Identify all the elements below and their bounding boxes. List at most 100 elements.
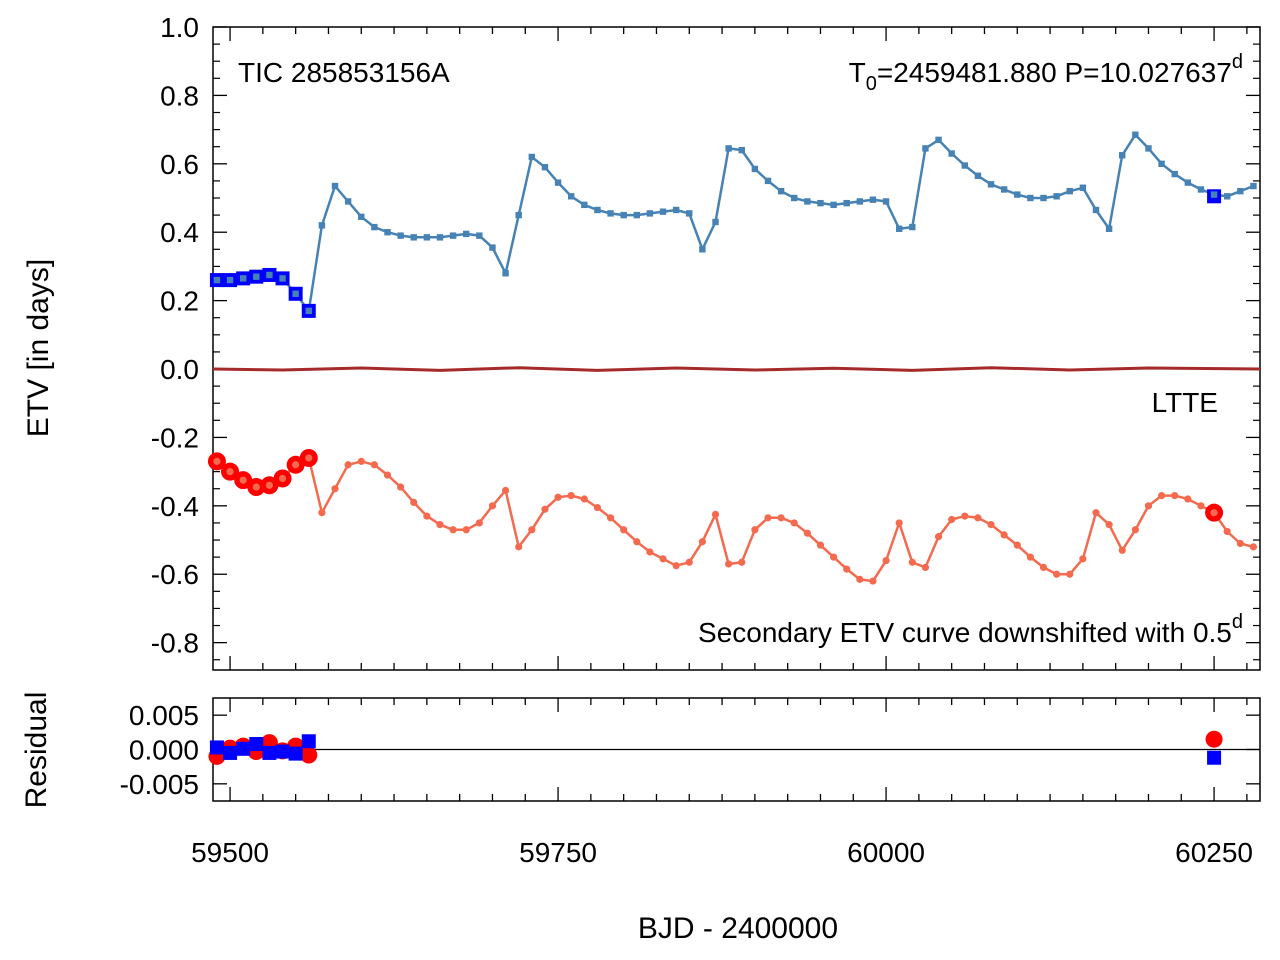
ltte-curve [212,366,1261,372]
secondary-model-point [1105,521,1113,529]
secondary-model-point [1131,526,1139,534]
secondary-model-point [685,558,693,566]
secondary-model-point [934,533,943,541]
secondary-model-point [410,498,418,507]
primary-model-point [1184,179,1192,186]
secondary-model-point [1026,553,1034,561]
secondary-model-point [488,502,497,510]
primary-residual-point [262,745,277,760]
primary-model-point [764,177,772,185]
y-tick-label: 0.0 [160,354,199,385]
primary-model-point [581,201,588,209]
x-axis-label: BJD - 2400000 [638,912,838,945]
secondary-model-point [554,493,562,501]
secondary-model-point [764,514,772,522]
secondary-model-point [1053,570,1061,578]
primary-model-point [1223,193,1231,200]
primary-model-point [909,223,916,231]
ltte-label: LTTE [1152,387,1218,418]
secondary-model-point [882,556,890,565]
secondary-model-point [1171,491,1179,500]
secondary-model-point [318,509,326,517]
primary-model-point [594,206,601,214]
primary-model-point [633,211,640,219]
primary-model-point [659,208,667,215]
secondary-model-point [501,486,510,495]
residual-panel: 0.005 0.000-0.005 59500 59750 60000 60250 Re… [20,692,1261,945]
primary-model-point [371,223,378,231]
primary-model-point [226,276,234,284]
primary-model-point [567,193,575,200]
residual-x-ticks: 59500 59750 60000 60250 [191,698,1253,868]
primary-model-point [974,172,982,179]
primary-model-point [463,230,470,238]
ephemeris-label: T0=2459481.880 P=10.027637d [849,51,1243,95]
secondary-model-point [961,512,969,520]
primary-model-point [449,232,457,239]
primary-model-point [895,225,903,232]
secondary-model-point [633,538,641,546]
primary-model-point [830,201,837,209]
primary-model-point [318,222,326,229]
secondary-model-point [987,521,995,529]
primary-model-point [922,145,929,152]
primary-model-point [515,211,522,219]
secondary-model-line [216,456,1254,583]
primary-model-point [948,150,955,157]
x-tick-label: 60000 [847,837,925,868]
secondary-model-point [213,457,221,465]
primary-model-point [699,246,706,253]
primary-model-point [358,213,365,221]
secondary-model-point [239,476,247,484]
main-y-axis-label: ETV [in days] [22,259,55,437]
res-y-tick-label: 0.005 [129,700,199,731]
primary-model-point [856,198,864,205]
secondary-model-point [252,483,260,491]
secondary-model-point [829,553,838,561]
main-y-ticks: 1.0 0.8 0.6 0.4 0.2 0.0 -0.2 -0.4 -0.6 -0.8 [151,12,1260,661]
primary-model-point [1145,145,1152,152]
secondary-model-point [908,558,916,566]
primary-model-point [305,307,312,315]
secondary-model-point [751,526,759,534]
secondary-model-point [397,483,405,491]
primary-residual-point [288,746,303,761]
y-tick-label: 0.6 [160,149,199,180]
secondary-model-point [1210,509,1218,517]
primary-model-point [738,146,745,154]
secondary-model-point [1118,546,1126,554]
primary-residual-point [209,740,224,755]
y-tick-label: 1.0 [160,12,199,43]
primary-model-point [253,273,260,280]
secondary-model-point [265,481,274,489]
primary-model-point [1053,193,1060,200]
primary-model-point [1027,194,1034,202]
primary-model-point [1158,160,1165,168]
primary-residual-point [236,741,251,756]
primary-model-point [1119,152,1126,159]
secondary-model-point [436,521,444,529]
residual-y-axis-label: Residual [20,692,53,809]
primary-model-point [843,199,850,207]
primary-residual-point [223,745,238,760]
main-plot-frame [212,26,1261,671]
primary-residual-point [1207,750,1222,765]
secondary-model-point [331,485,339,493]
primary-model-point [620,211,627,219]
secondary-model-point [803,529,811,537]
secondary-model-point [1039,563,1048,571]
secondary-model-point [226,468,234,476]
secondary-model-point [1223,527,1231,536]
residual-series-layer [208,730,1223,765]
secondary-model-point [541,505,549,513]
primary-model-point [1079,184,1087,191]
secondary-model-point [843,565,851,573]
secondary-model-point [738,558,746,566]
primary-model-point [686,210,693,217]
primary-model-point [1250,182,1257,190]
primary-model-point [712,218,719,226]
secondary-model-point [606,514,615,522]
primary-model-point [410,234,417,241]
primary-model-point [1105,225,1113,232]
primary-model-point [777,187,785,195]
